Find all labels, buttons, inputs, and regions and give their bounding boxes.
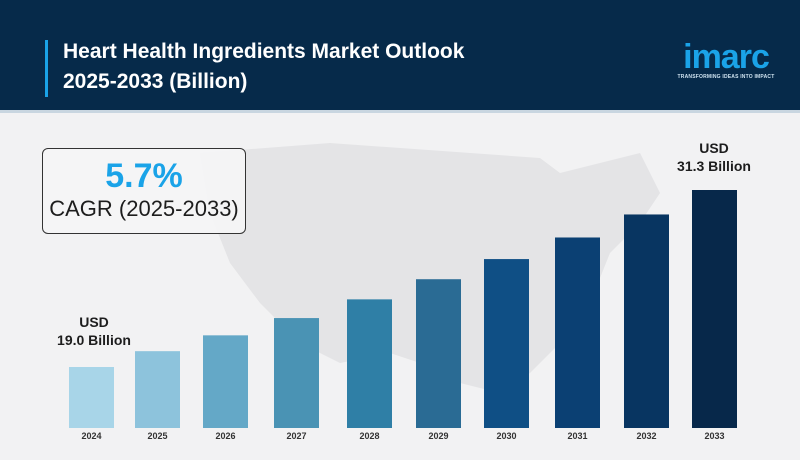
header-banner: Heart Health Ingredients Market Outlook … (0, 0, 800, 113)
title-line-1: Heart Health Ingredients Market Outlook (63, 40, 465, 63)
end-value-annotation: USD 31.3 Billion (664, 139, 764, 175)
bar-2024 (69, 367, 114, 428)
bar-2029 (416, 279, 461, 428)
x-tick-label: 2032 (636, 431, 656, 441)
x-tick-label: 2033 (704, 431, 724, 441)
bar-2026 (203, 335, 248, 428)
x-tick-label: 2029 (428, 431, 448, 441)
cagr-label: CAGR (2025-2033) (49, 196, 239, 221)
end-annotation-currency: USD (699, 140, 729, 156)
bar-2028 (347, 299, 392, 428)
page-title: Heart Health Ingredients Market Outlook … (63, 37, 464, 97)
x-tick-label: 2031 (567, 431, 587, 441)
start-annotation-currency: USD (79, 314, 109, 330)
x-tick-label: 2028 (359, 431, 379, 441)
bar-2032 (624, 214, 669, 428)
bar-2025 (135, 351, 180, 428)
bar-2033 (692, 190, 737, 428)
bar-2031 (555, 237, 600, 428)
cagr-value: 5.7% (105, 157, 183, 195)
start-value-annotation: USD 19.0 Billion (48, 313, 140, 349)
bar-2030 (484, 259, 529, 428)
logo-word: imarc (683, 38, 770, 76)
imarc-logo: imarc TRANSFORMING IDEAS INTO IMPACT (676, 40, 776, 80)
end-annotation-value: 31.3 Billion (677, 158, 751, 174)
title-accent-bar (45, 40, 48, 97)
x-tick-label: 2026 (215, 431, 235, 441)
x-tick-label: 2025 (147, 431, 167, 441)
x-tick-label: 2030 (496, 431, 516, 441)
x-tick-label: 2024 (81, 431, 101, 441)
cagr-box: 5.7% CAGR (2025-2033) (42, 148, 246, 234)
title-line-2: 2025-2033 (Billion) (63, 70, 248, 93)
start-annotation-value: 19.0 Billion (57, 332, 131, 348)
x-tick-label: 2027 (286, 431, 306, 441)
logo-tagline: TRANSFORMING IDEAS INTO IMPACT (677, 74, 775, 80)
bar-2027 (274, 318, 319, 428)
